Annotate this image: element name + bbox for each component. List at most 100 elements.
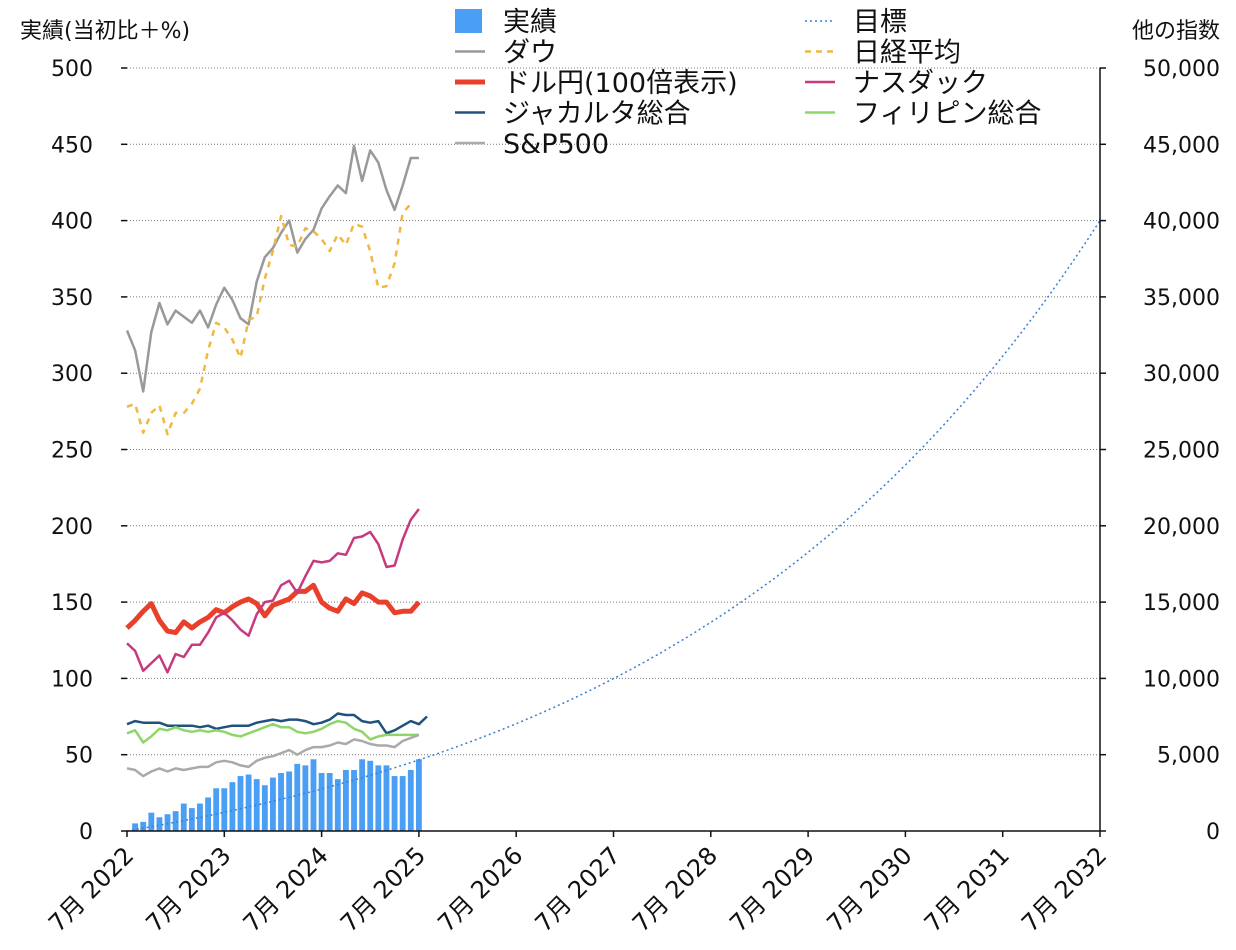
series-line-4 <box>126 712 428 735</box>
bar-jisseki <box>351 769 357 831</box>
legend-item: ジャカルタ総合 <box>455 99 691 130</box>
series-line-3 <box>126 508 420 674</box>
left-axis-title: 実績(当初比＋%) <box>20 19 190 44</box>
left-y-tick-label: 250 <box>51 439 93 464</box>
left-y-tick-label: 400 <box>51 210 93 235</box>
bar-jisseki <box>302 765 309 831</box>
x-tick-label: 7月 2031 <box>919 841 1015 937</box>
bar-jisseki <box>132 823 139 831</box>
left-y-tick-label: 300 <box>51 362 93 387</box>
left-y-tick-label: 200 <box>51 515 93 540</box>
series-line-0 <box>125 144 419 393</box>
bar-jisseki <box>407 769 414 831</box>
bar-jisseki <box>334 779 341 831</box>
left-y-tick-label: 150 <box>51 591 93 616</box>
bar-jisseki <box>156 817 163 831</box>
left-y-tick-label: 50 <box>65 744 93 769</box>
right-y-tick-label: 30,000 <box>1143 362 1220 387</box>
bar-jisseki <box>359 759 366 831</box>
legend-item: フィリピン総合 <box>805 99 1041 130</box>
right-y-tick-label: 50,000 <box>1143 57 1220 82</box>
bar-jisseki <box>245 774 252 831</box>
bar-jisseki <box>180 803 187 831</box>
series-line-5 <box>126 719 419 744</box>
bar-layer <box>132 759 422 831</box>
legend-item: ドル円(100倍表示) <box>455 68 738 99</box>
right-y-tick-label: 5,000 <box>1157 744 1220 769</box>
left-y-tick-label: 450 <box>51 133 93 158</box>
right-y-tick-label: 35,000 <box>1143 286 1220 311</box>
bar-jisseki <box>205 797 211 831</box>
x-tick-label: 7月 2032 <box>1016 841 1112 937</box>
bar-jisseki <box>415 759 422 831</box>
bar-jisseki <box>253 779 260 831</box>
legend-item: ナスダック <box>805 68 988 99</box>
legend-item: ダウ <box>455 38 557 69</box>
bar-jisseki <box>310 759 317 831</box>
left-y-tick-label: 500 <box>51 57 93 82</box>
legend-label: ダウ <box>503 38 557 69</box>
legend-label: ジャカルタ総合 <box>503 99 691 130</box>
x-tick-label: 7月 2023 <box>140 841 236 937</box>
bar-jisseki <box>286 771 293 831</box>
axis-layer: 0 0 50 5,000 100 10,000 150 15,000 200 20,000 250 2… <box>43 57 1220 938</box>
legend-item: 日経平均 <box>805 38 961 69</box>
bar-jisseki <box>172 811 179 831</box>
left-y-tick-label: 0 <box>79 820 93 845</box>
right-y-tick-label: 15,000 <box>1143 591 1220 616</box>
legend-label: 日経平均 <box>853 38 961 69</box>
bar-jisseki <box>342 769 349 831</box>
line-layer <box>125 144 1101 832</box>
legend-label: ドル円(100倍表示) <box>503 68 738 99</box>
right-y-tick-label: 0 <box>1206 820 1220 845</box>
legend-label: ナスダック <box>853 68 988 99</box>
right-y-tick-label: 10,000 <box>1143 667 1220 692</box>
bar-jisseki <box>391 776 398 831</box>
bar-jisseki <box>375 765 382 831</box>
legend-label: 目標 <box>853 7 907 38</box>
right-y-tick-label: 20,000 <box>1143 515 1220 540</box>
bar-jisseki <box>294 763 301 831</box>
series-line-2 <box>125 582 421 636</box>
bar-jisseki <box>383 765 390 831</box>
legend-item: 目標 <box>805 7 907 38</box>
bar-jisseki <box>278 773 284 831</box>
legend-label: S&P500 <box>503 129 609 160</box>
right-y-tick-label: 45,000 <box>1143 133 1220 158</box>
x-tick-label: 7月 2026 <box>432 841 528 937</box>
series-line-1 <box>126 202 412 436</box>
right-y-tick-label: 40,000 <box>1143 210 1220 235</box>
bar-jisseki <box>229 782 236 831</box>
bar-jisseki <box>270 777 276 831</box>
legend-item: 実績 <box>455 7 557 38</box>
bar-jisseki <box>261 785 268 831</box>
bar-jisseki <box>237 776 244 831</box>
x-tick-label: 7月 2025 <box>335 841 431 937</box>
legend-label: フィリピン総合 <box>853 99 1041 130</box>
series-line-7 <box>126 220 1101 832</box>
right-axis-title: 他の指数 <box>1132 19 1220 44</box>
x-tick-label: 7月 2024 <box>238 841 334 937</box>
bar-jisseki <box>221 788 228 831</box>
x-tick-label: 7月 2027 <box>530 841 626 937</box>
grid-layer <box>127 67 1100 756</box>
bar-jisseki <box>213 788 220 831</box>
bar-jisseki <box>140 821 147 831</box>
legend-item: S&P500 <box>455 129 609 160</box>
x-tick-label: 7月 2022 <box>43 841 139 937</box>
legend-swatch <box>455 9 482 33</box>
series-line-6 <box>126 733 420 778</box>
bar-jisseki <box>164 814 171 831</box>
bar-jisseki <box>367 760 374 831</box>
right-y-tick-label: 25,000 <box>1143 439 1220 464</box>
legend-label: 実績 <box>503 7 557 38</box>
left-y-tick-label: 350 <box>51 286 93 311</box>
left-y-tick-label: 100 <box>51 667 93 692</box>
x-tick-label: 7月 2030 <box>821 841 917 937</box>
bar-jisseki <box>197 803 203 831</box>
x-tick-label: 7月 2028 <box>627 841 723 937</box>
x-tick-label: 7月 2029 <box>724 841 820 937</box>
